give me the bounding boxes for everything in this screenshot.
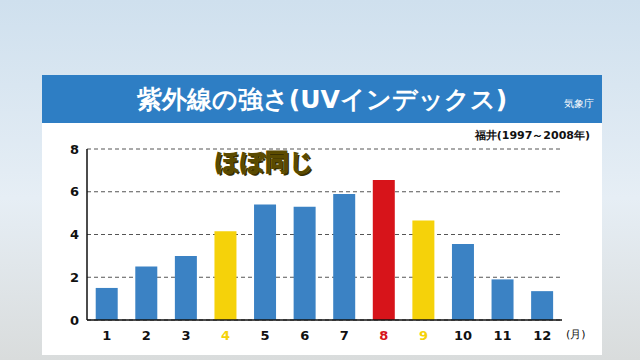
svg-text:8: 8 bbox=[379, 328, 388, 343]
svg-text:11: 11 bbox=[494, 328, 512, 343]
svg-text:4: 4 bbox=[70, 227, 79, 242]
svg-text:2: 2 bbox=[70, 270, 79, 285]
svg-text:0: 0 bbox=[70, 313, 79, 328]
svg-text:5: 5 bbox=[261, 328, 270, 343]
html-text:紫外線の強さ(UVインデックス): 紫外線の強さ(UVインデックス) bbox=[136, 84, 508, 114]
svg-text:4: 4 bbox=[221, 328, 230, 343]
svg-text:9: 9 bbox=[419, 328, 428, 343]
html-text:気象庁: 気象庁 bbox=[564, 98, 594, 109]
html-text:福井(1997～2008年): 福井(1997～2008年) bbox=[474, 129, 590, 142]
html-text:(月): (月) bbox=[566, 328, 586, 341]
svg-text:1: 1 bbox=[102, 328, 111, 343]
svg-text:6: 6 bbox=[70, 184, 79, 199]
svg-text:10: 10 bbox=[454, 328, 472, 343]
svg-text:6: 6 bbox=[300, 328, 309, 343]
html-text:ほぼ同じ: ほぼ同じ bbox=[215, 148, 314, 176]
svg-text:12: 12 bbox=[533, 328, 551, 343]
svg-text:8: 8 bbox=[70, 142, 79, 157]
svg-text:3: 3 bbox=[181, 328, 190, 343]
svg-text:2: 2 bbox=[142, 328, 151, 343]
svg-text:7: 7 bbox=[340, 328, 349, 343]
